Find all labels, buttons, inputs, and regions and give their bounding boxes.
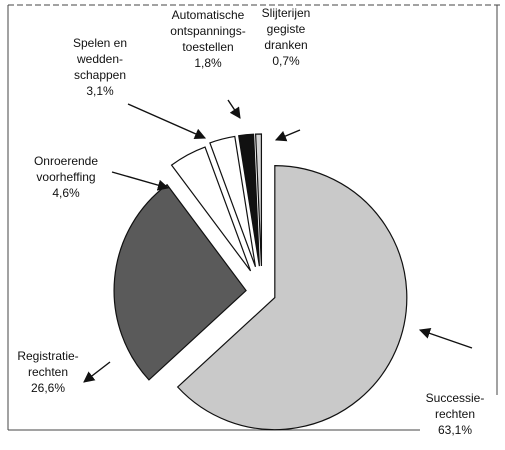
label-arrow (274, 129, 301, 142)
label-arrow (227, 99, 241, 119)
slice-label: Slijterijen gegiste dranken 0,7% (262, 6, 311, 68)
value-label: 63,1% (438, 423, 472, 437)
pie-slice (209, 135, 257, 268)
label-line: Slijterijen (262, 6, 311, 20)
pie-slice (176, 165, 408, 431)
pie-slice (170, 146, 252, 272)
value-label: 0,7% (272, 54, 300, 68)
label-line: voorheffing (36, 170, 95, 184)
label-line: Successie- (426, 391, 485, 405)
label-line: Onroerende (34, 154, 98, 168)
slice-label: Registratie-rechten 26,6% (17, 349, 78, 395)
label-line: rechten (435, 407, 475, 421)
label-line: rechten (28, 365, 68, 379)
label-line: schappen (74, 68, 126, 82)
label-line: wedden- (76, 52, 123, 66)
value-label: 26,6% (31, 381, 65, 395)
value-label: 1,8% (194, 56, 222, 70)
label-line: dranken (264, 38, 307, 52)
label-line: Registratie- (17, 349, 78, 363)
label-line: Spelen en (73, 36, 127, 50)
label-line: gegiste (267, 22, 306, 36)
label-line: toestellen (182, 40, 233, 54)
label-line: Automatische (172, 8, 245, 22)
slice-label: Onroerende voorheffing 4,6% (34, 154, 98, 200)
pie-slice (254, 133, 263, 267)
slice-label: Spelen en wedden-schappen 3,1% (73, 36, 127, 98)
value-label: 4,6% (52, 186, 80, 200)
label-arrow (418, 328, 473, 349)
slice-label: Automatische ontspannings-toestellen 1,8% (170, 8, 245, 70)
label-arrow (83, 361, 111, 383)
slice-label: Successie-rechten 63,1% (426, 391, 485, 437)
label-arrow (111, 171, 170, 191)
label-line: ontspannings- (170, 24, 245, 38)
value-label: 3,1% (86, 84, 114, 98)
pie-slice (113, 183, 247, 381)
label-arrow (127, 103, 207, 140)
pie-slice (238, 133, 260, 267)
